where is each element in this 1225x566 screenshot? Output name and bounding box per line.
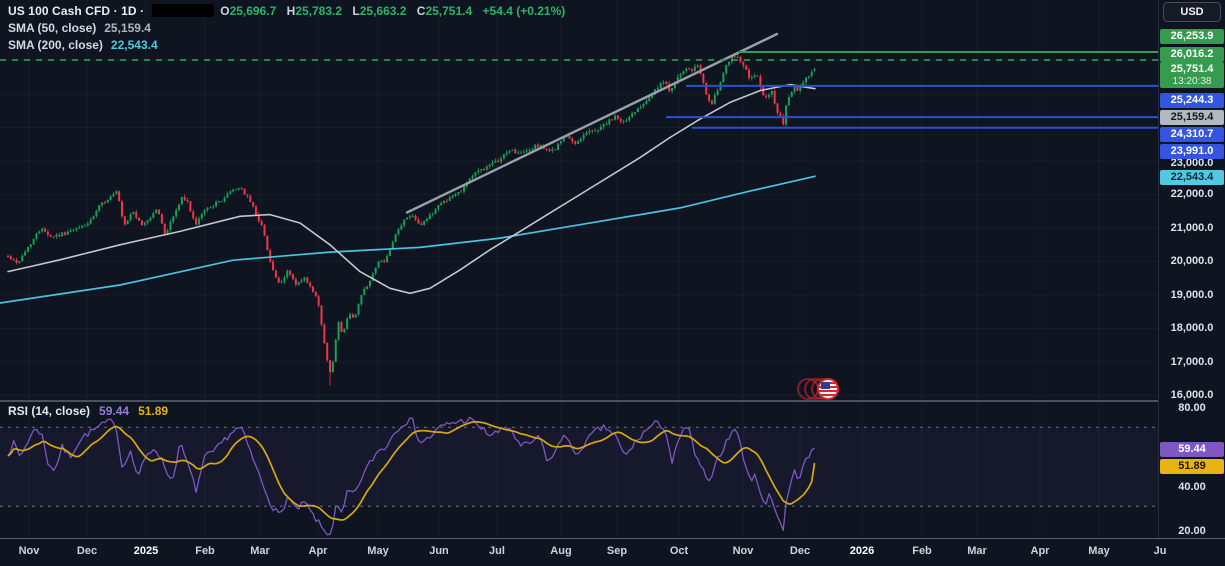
time-label-month: Feb <box>195 545 215 557</box>
low-label: L <box>352 3 360 18</box>
time-label-month: Ju <box>1153 545 1167 557</box>
time-label-month: Apr <box>1030 545 1050 557</box>
bar-countdown: 13:20:38 <box>1172 76 1212 87</box>
low-value: 25,663.2 <box>359 3 407 18</box>
time-label-month: Jul <box>489 545 505 557</box>
price-tick: 19,000.0 <box>1170 288 1214 301</box>
sma200-value: 22,543.4 <box>110 37 158 52</box>
us-flag-icon <box>817 378 839 400</box>
price-level-badge: 25,159.4 <box>1160 109 1224 125</box>
price-tick: 21,000.0 <box>1170 221 1214 234</box>
ohlc-values: O25,696.7 H25,783.2 L25,663.2 C25,751.4 … <box>220 4 565 18</box>
time-label-month: Aug <box>550 545 572 557</box>
pane-divider[interactable] <box>0 400 1225 402</box>
price-tick: 20.00 <box>1178 524 1206 537</box>
time-label-month: Apr <box>308 545 328 557</box>
time-label-month: Sep <box>606 545 628 557</box>
open-value: 25,696.7 <box>229 3 277 18</box>
price-level-badge: 25,244.3 <box>1160 92 1224 108</box>
price-tick: 16,000.0 <box>1170 388 1214 401</box>
current-price-badge: 25,751.4 13:20:38 <box>1160 62 1224 88</box>
price-level-badge: 51.89 <box>1160 458 1224 474</box>
time-label-month: Feb <box>912 545 932 557</box>
price-level-badge: 23,991.0 <box>1160 143 1224 159</box>
sma50-label: SMA (50, close) <box>8 20 97 35</box>
time-label-month: Mar <box>250 545 270 557</box>
price-tick: 23,000.0 <box>1170 156 1214 169</box>
sma50-legend-row[interactable]: SMA (50, close) 25,159.4 <box>8 19 565 36</box>
high-value: 25,783.2 <box>295 3 343 18</box>
current-price: 25,751.4 <box>1170 63 1214 75</box>
price-tick: 18,000.0 <box>1170 321 1214 334</box>
price-tick: 80.00 <box>1178 401 1206 414</box>
change-value: +54.4 (+0.21%) <box>482 3 566 18</box>
price-level-badge: 26,016.2 <box>1160 46 1224 62</box>
instrument-logo-watermark <box>797 378 839 400</box>
time-axis-divider <box>0 538 1225 539</box>
symbol-title[interactable]: US 100 Cash CFD · 1D · <box>8 3 145 18</box>
price-tick: 40.00 <box>1178 480 1206 493</box>
price-tick: 17,000.0 <box>1170 355 1214 368</box>
rsi-main-value: 59.44 <box>99 404 130 418</box>
time-label-month: Dec <box>789 545 811 557</box>
symbol-row[interactable]: US 100 Cash CFD · 1D · O25,696.7 H25,783… <box>8 2 565 19</box>
time-label-month: Mar <box>967 545 987 557</box>
open-label: O <box>220 3 230 18</box>
price-tick: 20,000.0 <box>1170 254 1214 267</box>
sma50-value: 25,159.4 <box>104 20 151 35</box>
time-axis[interactable]: Nov Dec 2025 Feb Mar Apr May Jun Jul Aug Sep Oct Nov… <box>0 539 1225 566</box>
time-label-month: Nov <box>732 545 754 557</box>
time-label-year: 2026 <box>849 545 875 557</box>
close-value: 25,751.4 <box>425 3 473 18</box>
chart-legend: US 100 Cash CFD · 1D · O25,696.7 H25,783… <box>8 2 565 53</box>
high-label: H <box>286 3 296 18</box>
rsi-label: RSI (14, close) <box>8 404 91 418</box>
price-level-badge: 59.44 <box>1160 441 1224 457</box>
time-label-month: Nov <box>18 545 40 557</box>
currency-usd-button[interactable]: USD <box>1163 2 1221 22</box>
time-label-month: Jun <box>429 545 449 557</box>
price-axis[interactable]: 23,000.0 22,000.0 21,000.0 20,000.0 19,000.0… <box>1158 0 1225 538</box>
redacted-source-box <box>152 4 215 17</box>
rsi-legend-row[interactable]: RSI (14, close) 59.44 51.89 <box>8 404 168 418</box>
close-label: C <box>416 3 426 18</box>
price-level-badge: 24,310.7 <box>1160 126 1224 142</box>
sma200-label: SMA (200, close) <box>8 37 103 52</box>
time-label-month: May <box>1088 545 1110 557</box>
sma200-legend-row[interactable]: SMA (200, close) 22,543.4 <box>8 36 565 53</box>
price-tick: 22,000.0 <box>1170 187 1214 200</box>
time-label-month: Dec <box>76 545 98 557</box>
rsi-signal-value: 51.89 <box>138 404 169 418</box>
time-label-month: May <box>367 545 389 557</box>
chart-canvas[interactable] <box>0 0 1158 538</box>
time-label-month: Oct <box>669 545 689 557</box>
price-level-badge: 26,253.9 <box>1160 28 1224 44</box>
price-level-badge: 22,543.4 <box>1160 169 1224 185</box>
time-label-year: 2025 <box>133 545 159 557</box>
